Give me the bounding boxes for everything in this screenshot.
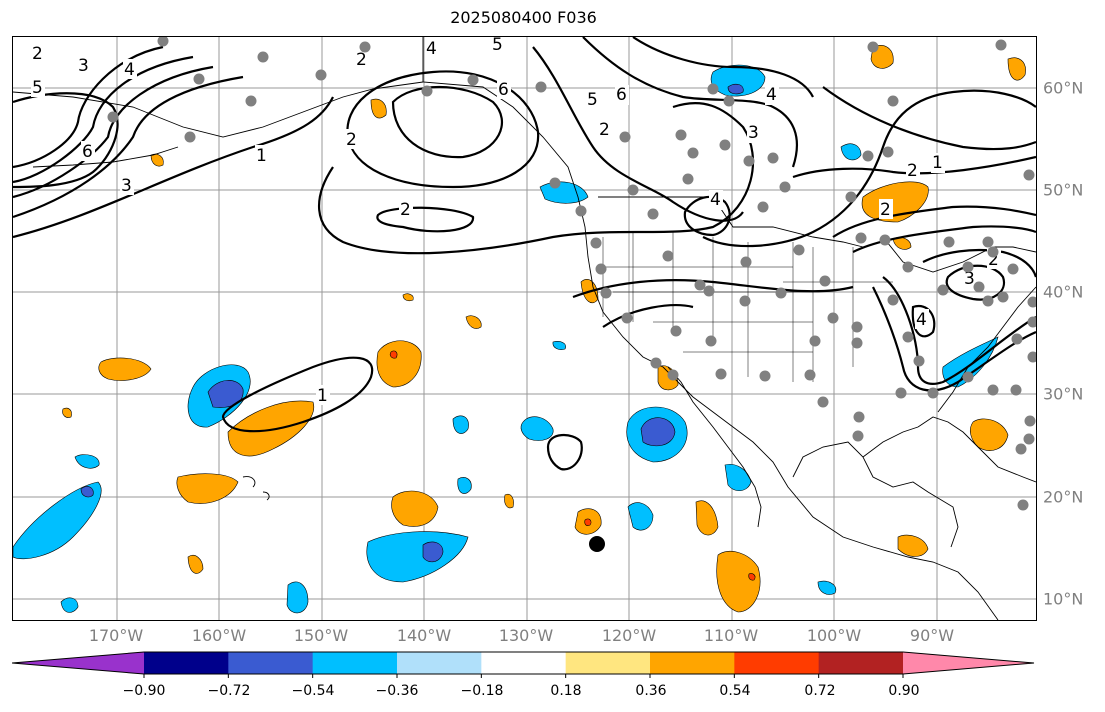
colorbar-tick-label: −0.18	[460, 683, 504, 699]
contour-labels: 2 3 4 5 6 3 1 2 2 4 5 6 2 5 6 2 3 4 4 2 …	[31, 37, 1001, 406]
contour-label: 5	[492, 37, 503, 55]
lon-label-150w: 150°W	[293, 626, 349, 645]
contour-label: 6	[498, 80, 509, 100]
lat-label-30n: 30°N	[1043, 384, 1084, 404]
lon-label-170w: 170°W	[88, 626, 144, 645]
lon-label-120w: 120°W	[601, 626, 657, 645]
colorbar-segment	[481, 652, 567, 674]
colorbar-tick-label: −0.90	[122, 683, 166, 699]
contour-label: 1	[256, 146, 267, 166]
colorbar-segment	[734, 652, 820, 674]
contour-label: 3	[964, 269, 975, 289]
colorbar-segment	[650, 652, 735, 674]
colorbar-segment	[397, 652, 482, 674]
contour-label: 4	[124, 60, 135, 80]
lon-label-160w: 160°W	[191, 626, 247, 645]
positive-anomaly-areas	[62, 45, 1026, 613]
lat-label-20n: 20°N	[1043, 487, 1084, 507]
lat-label-10n: 10°N	[1043, 589, 1084, 609]
lon-label-140w: 140°W	[396, 626, 452, 645]
colorbar-tick-label: 0.36	[635, 683, 667, 699]
colorbar-segment	[144, 652, 229, 674]
contour-label: 6	[616, 85, 627, 105]
colorbar	[12, 651, 1035, 678]
lon-label-100w: 100°W	[806, 626, 862, 645]
negative-anomaly-areas	[13, 64, 999, 614]
colorbar-tick-label: 0.54	[719, 683, 751, 699]
contour-label: 2	[400, 200, 411, 220]
colorbar-tick-label: −0.36	[375, 683, 419, 699]
highlight-marker	[589, 536, 605, 552]
colorbar-segment	[565, 652, 651, 674]
lon-label-130w: 130°W	[498, 626, 554, 645]
colorbar-tick-label: 0.72	[804, 683, 836, 699]
contour-label: 3	[748, 123, 759, 143]
map-canvas: 2 3 4 5 6 3 1 2 2 4 5 6 2 5 6 2 3 4 4 2 …	[13, 37, 1036, 620]
contour-label: 5	[587, 90, 598, 110]
contour-label: 2	[880, 200, 891, 220]
state-boundaries	[598, 232, 893, 382]
colorbar-tick-label: −0.72	[207, 683, 251, 699]
contour-label: 3	[121, 176, 132, 196]
map-panel: 2 3 4 5 6 3 1 2 2 4 5 6 2 5 6 2 3 4 4 2 …	[12, 36, 1037, 621]
lat-label-40n: 40°N	[1043, 282, 1084, 302]
colorbar-tick-label: 0.18	[550, 683, 582, 699]
contour-label: 6	[82, 142, 93, 162]
station-markers	[107, 37, 1036, 511]
contour-label: 4	[710, 190, 721, 210]
contour-label: 1	[932, 153, 943, 173]
colorbar-tick-label: −0.54	[291, 683, 335, 699]
colorbar-segment	[312, 652, 398, 674]
contour-label: 4	[766, 85, 777, 105]
contour-label: 2	[907, 161, 918, 181]
contour-label: 2	[988, 250, 999, 270]
colorbar-extend-high	[903, 652, 1034, 674]
contour-label: 5	[32, 78, 43, 98]
colorbar-extend-low	[12, 652, 144, 674]
contour-label: 1	[317, 386, 328, 406]
contour-lines	[13, 37, 1036, 471]
lon-label-90w: 90°W	[909, 626, 955, 645]
contour-label: 2	[356, 50, 367, 70]
contour-label: 2	[599, 120, 610, 140]
map-title: 2025080400 F036	[450, 8, 597, 27]
colorbar-segment	[818, 652, 904, 674]
contour-label: 4	[426, 39, 437, 59]
contour-label: 3	[78, 56, 89, 76]
contour-label: 2	[32, 44, 43, 64]
lat-label-50n: 50°N	[1043, 180, 1084, 200]
coastlines	[13, 37, 1036, 620]
colorbar-tick-label: 0.90	[888, 683, 920, 699]
graticule	[13, 37, 1036, 620]
contour-label: 4	[916, 310, 927, 330]
lat-label-60n: 60°N	[1043, 78, 1084, 98]
contour-label: 2	[346, 130, 357, 150]
lon-label-110w: 110°W	[703, 626, 759, 645]
colorbar-segment	[228, 652, 314, 674]
